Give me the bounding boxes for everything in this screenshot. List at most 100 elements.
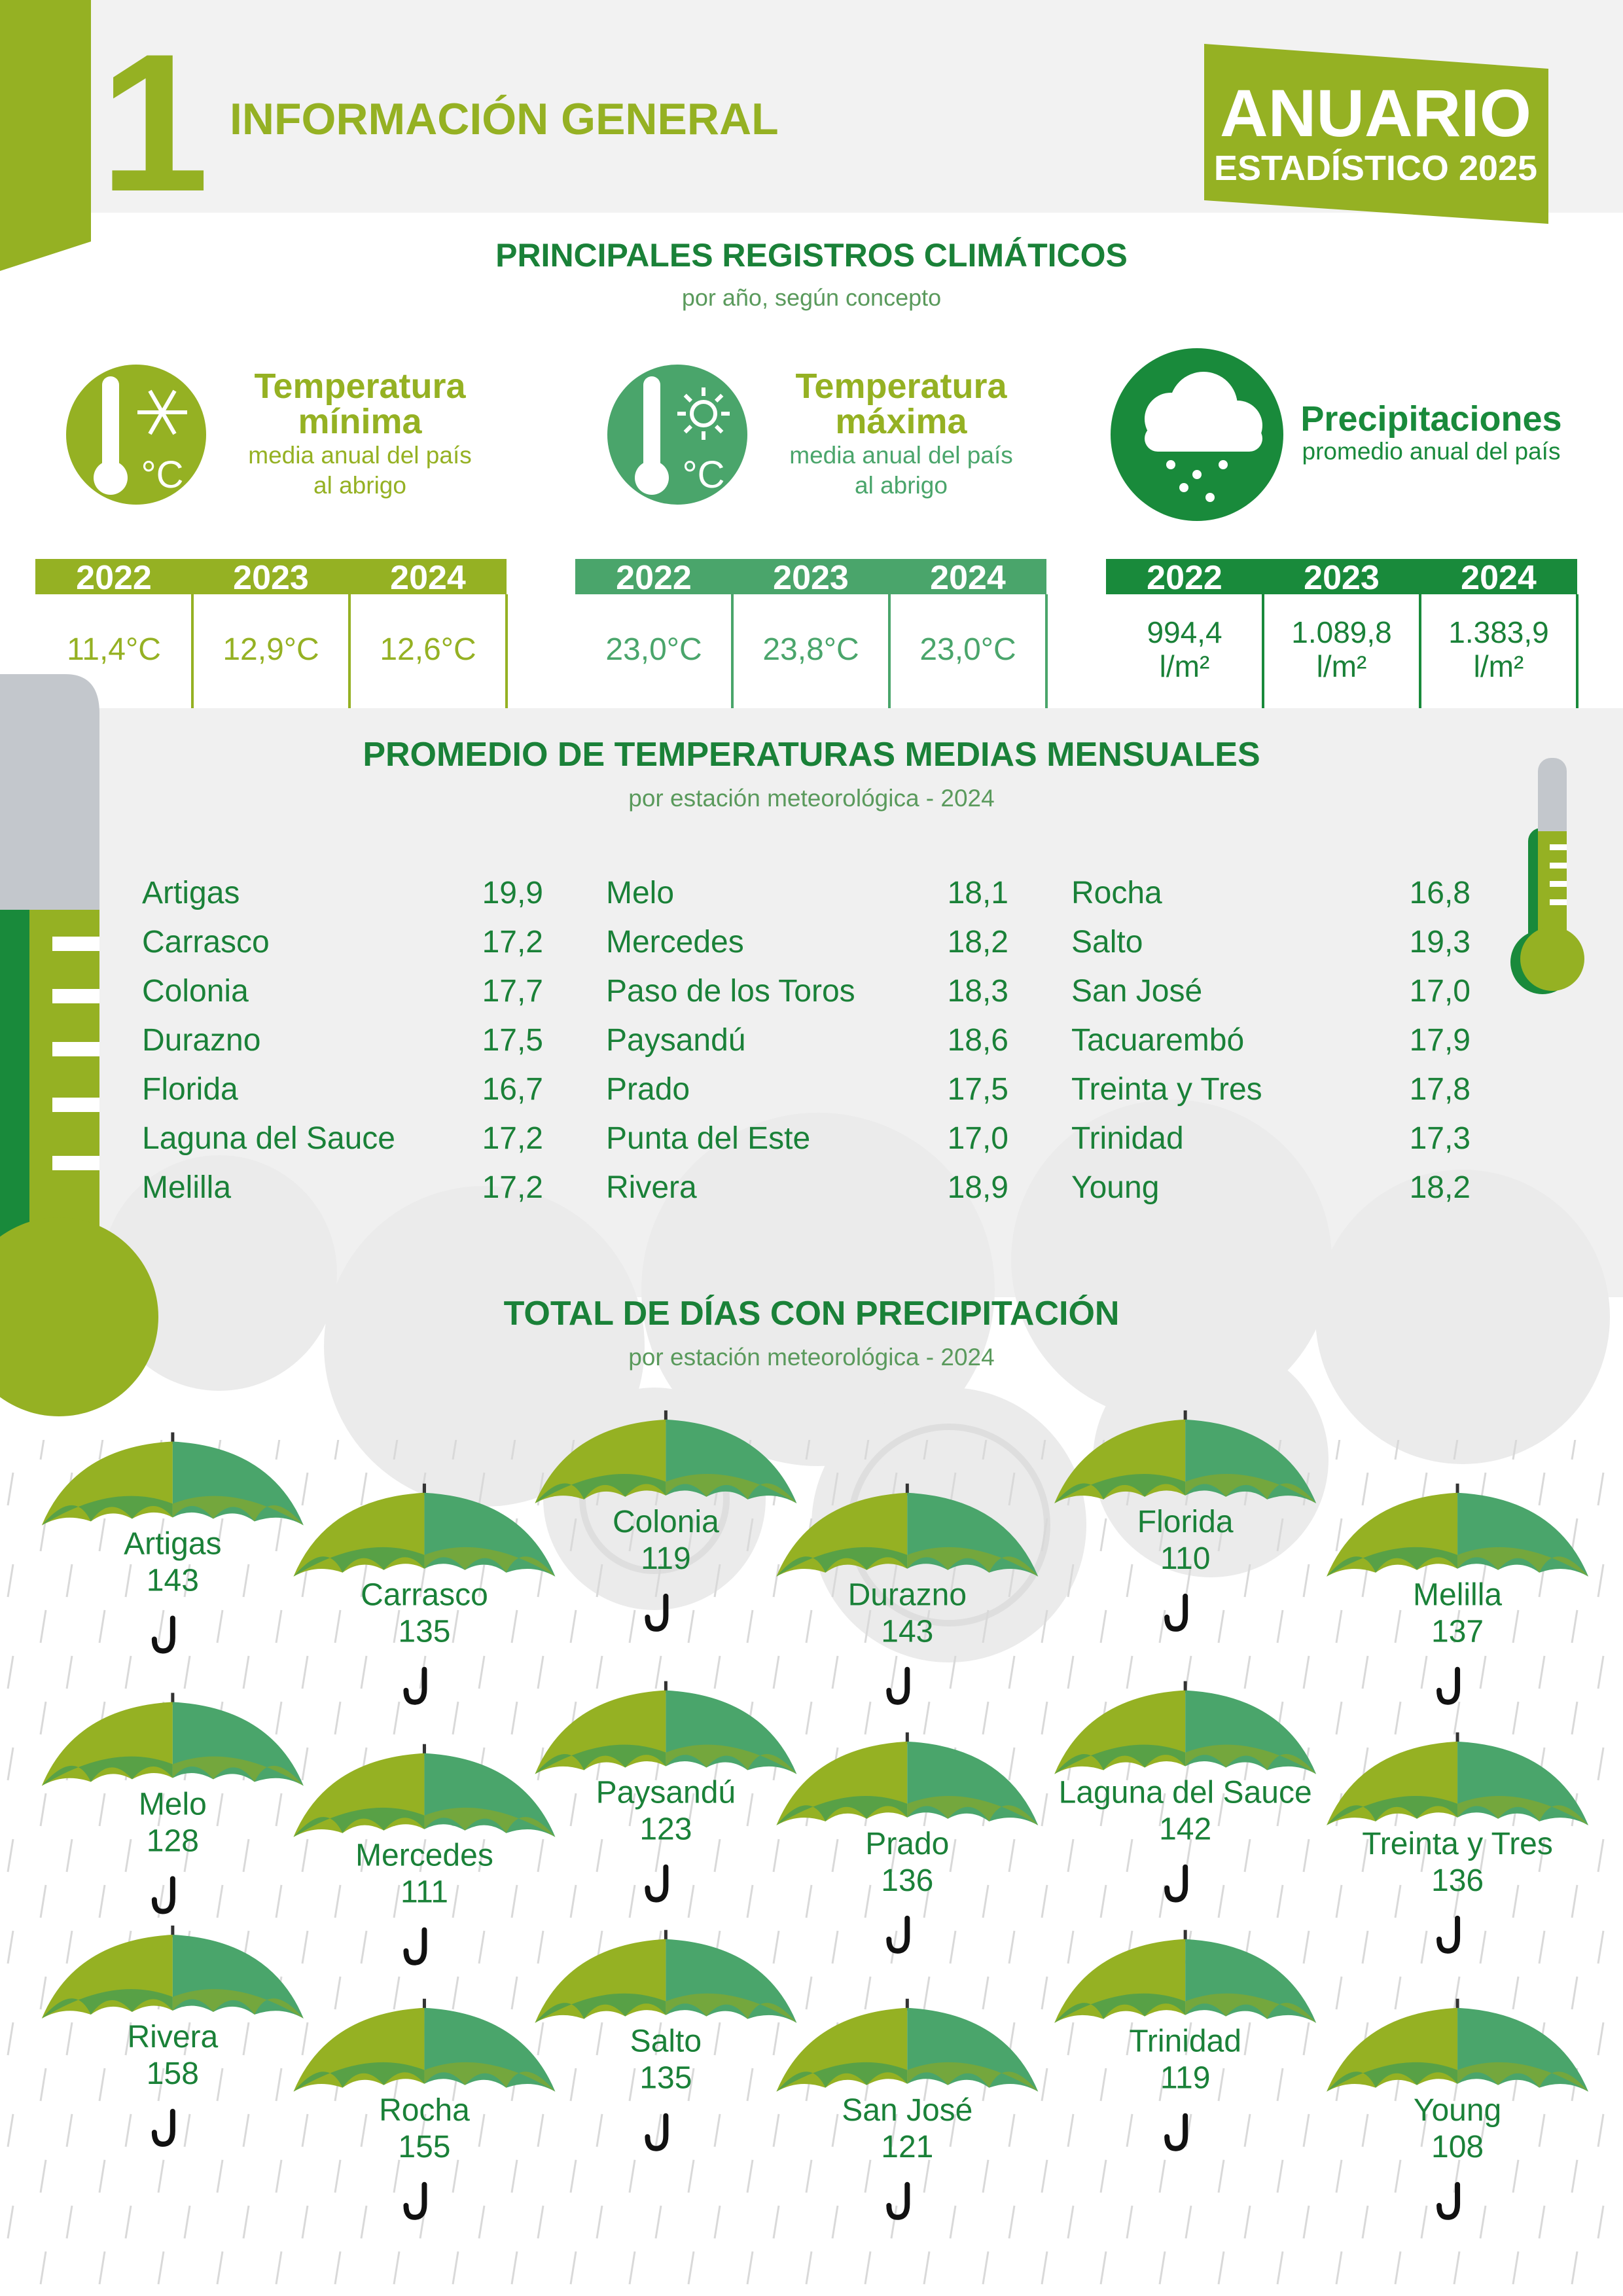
umbrella <box>1327 1732 1589 1954</box>
rain-days: 121 <box>881 2130 933 2164</box>
station-name: Durazno <box>142 1023 260 1058</box>
station-name: Artigas <box>124 1526 221 1561</box>
station-temp: 18,1 <box>948 876 1008 910</box>
umbrella <box>1054 1681 1317 1903</box>
umbrella-handle <box>645 1593 669 1632</box>
snowflake <box>160 389 177 414</box>
rain-days: 136 <box>881 1863 933 1898</box>
climate-icon <box>1111 348 1283 521</box>
rain-days: 111 <box>401 1875 448 1910</box>
station-temp: 18,6 <box>948 1023 1008 1058</box>
umbrella-band <box>424 1547 556 1577</box>
snowflake <box>148 389 164 414</box>
thermometer-icon <box>102 376 119 475</box>
rain-days: 110 <box>1160 1541 1211 1576</box>
station-temp: 18,3 <box>948 974 1008 1009</box>
snowflake <box>148 411 164 435</box>
rain-title: TOTAL DE DÍAS CON PRECIPITACIÓN <box>504 1295 1120 1333</box>
rain-days: 158 <box>147 2056 199 2091</box>
cloud-icon <box>1145 425 1262 452</box>
big-thermometer <box>0 674 158 1416</box>
rain-days: 119 <box>641 1541 691 1576</box>
climate-value: 1.383,9 <box>1448 615 1548 649</box>
group-title: Precipitaciones <box>1300 399 1561 439</box>
station-name: Tacuarembó <box>1071 1023 1244 1058</box>
icon-unit: °C <box>141 454 183 496</box>
group-subtitle: al abrigo <box>313 472 406 499</box>
umbrella-band <box>1457 2062 1589 2092</box>
umbrella-band <box>535 1474 666 1503</box>
rain-days: 143 <box>881 1615 933 1649</box>
umbrella-band <box>907 1795 1039 1825</box>
rain-drop <box>1166 460 1175 469</box>
umbrella-handle <box>645 2113 669 2151</box>
group-title: Temperatura <box>254 367 466 406</box>
umbrella-handle <box>151 2108 175 2147</box>
umbrella-handle <box>1436 1666 1461 1705</box>
climate-subtitle: por año, según concepto <box>682 284 941 311</box>
group-subtitle: media anual del país <box>248 442 471 469</box>
thermometer-bulb <box>94 461 128 495</box>
year-header <box>1106 559 1577 594</box>
station-name: Laguna del Sauce <box>1059 1776 1312 1810</box>
rain-days: 143 <box>147 1563 199 1598</box>
rain-texture <box>0 1440 1623 2296</box>
rain-days: 155 <box>398 2130 450 2164</box>
umbrella-band <box>172 1989 304 2018</box>
umbrella-band <box>1457 1795 1589 1825</box>
climate-icon: °C <box>607 365 747 505</box>
rain-days: 108 <box>1431 2130 1484 2164</box>
station-name: Carrasco <box>142 925 270 960</box>
climate-unit: l/m² <box>1317 649 1367 683</box>
umbrella-band <box>293 2062 425 2092</box>
rain-drop <box>1205 493 1215 502</box>
station-temp: 17,0 <box>1410 974 1471 1009</box>
icon-circle <box>607 365 747 505</box>
umbrella-band <box>424 1807 556 1837</box>
umbrella-band <box>41 1989 173 2018</box>
station-temp: 17,2 <box>482 925 543 960</box>
rain-drop <box>1219 460 1228 469</box>
rain-drop <box>1179 483 1188 492</box>
station-temp: 16,8 <box>1410 876 1471 910</box>
year-label: 2024 <box>1461 559 1537 597</box>
station-name: Paysandú <box>606 1023 746 1058</box>
station-temp: 17,3 <box>1410 1121 1471 1156</box>
umbrella <box>1054 1410 1317 1632</box>
umbrella-handle <box>403 2181 427 2220</box>
umbrella-handle <box>886 1915 910 1954</box>
umbrella-band <box>535 1744 666 1774</box>
umbrella-band <box>776 2062 908 2092</box>
station-temp: 17,7 <box>482 974 543 1009</box>
umbrella <box>535 1410 797 1632</box>
climate-value: 12,6°C <box>380 632 476 667</box>
umbrella <box>293 1744 556 1965</box>
station-name: Trinidad <box>1129 2024 1241 2059</box>
year-label: 2024 <box>390 559 466 597</box>
station-name: Salto <box>1071 925 1143 960</box>
umbrella-band <box>1185 1474 1317 1503</box>
station-name: Durazno <box>848 1578 967 1613</box>
rain-days: 137 <box>1431 1615 1484 1649</box>
umbrella <box>776 1483 1039 1705</box>
umbrella-band <box>424 2062 556 2092</box>
rain-days: 119 <box>1160 2061 1211 2096</box>
climate-value: 12,9°C <box>223 632 319 667</box>
umbrella-band <box>1327 1795 1458 1825</box>
station-name: Salto <box>630 2024 702 2059</box>
umbrella-band <box>1185 1744 1317 1774</box>
umbrella-handle <box>1164 1593 1188 1632</box>
umbrella-handle <box>1164 1864 1188 1903</box>
rain-days: 136 <box>1431 1863 1484 1898</box>
sun-ray <box>683 424 693 434</box>
year-header <box>35 559 507 594</box>
station-name: Melilla <box>142 1170 231 1205</box>
year-label: 2024 <box>930 559 1006 597</box>
station-name: Young <box>1071 1170 1159 1205</box>
umbrella-handle <box>151 1876 175 1914</box>
umbrella-band <box>1457 1547 1589 1577</box>
sun-ray <box>714 424 724 434</box>
